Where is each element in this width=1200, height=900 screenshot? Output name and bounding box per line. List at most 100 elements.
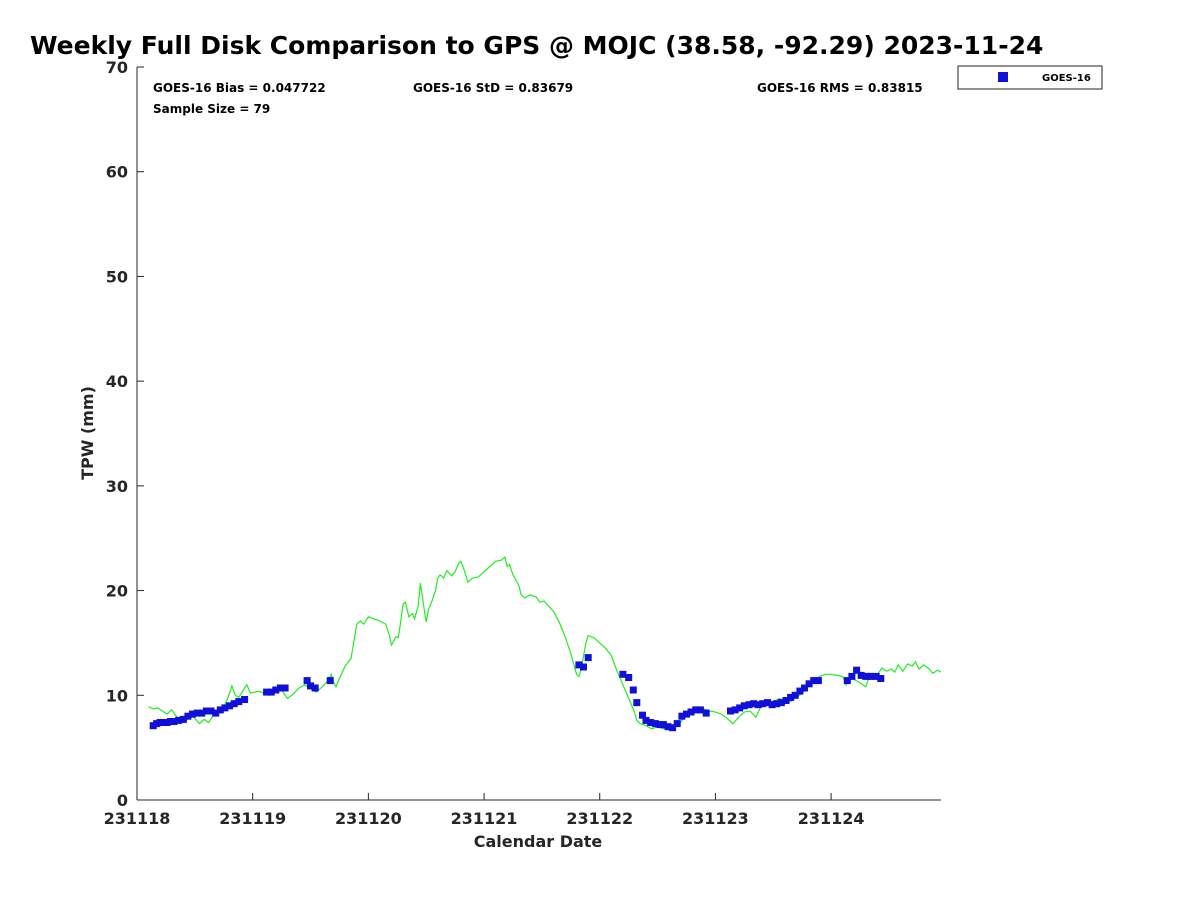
goes-point bbox=[625, 674, 633, 681]
y-tick-label: 30 bbox=[106, 477, 128, 496]
x-tick-label: 231124 bbox=[798, 809, 865, 828]
goes-point bbox=[276, 684, 284, 692]
goes-point bbox=[629, 686, 637, 694]
x-ticks: 231118 231119 231120 231121 231122 231123 2311… bbox=[104, 793, 865, 828]
goes-point bbox=[642, 716, 650, 724]
goes-point bbox=[303, 677, 311, 685]
x-tick-label: 231119 bbox=[219, 809, 286, 828]
goes-point bbox=[639, 711, 646, 719]
goes-point bbox=[745, 701, 753, 709]
goes-point bbox=[281, 684, 289, 692]
goes-point bbox=[619, 670, 627, 678]
goes-point bbox=[683, 710, 690, 718]
goes-point bbox=[692, 706, 700, 714]
goes-point bbox=[877, 675, 885, 682]
stat-bias: GOES-16 Bias = 0.047722 bbox=[153, 81, 326, 95]
stat-rms: GOES-16 RMS = 0.83815 bbox=[757, 81, 923, 95]
goes-point bbox=[678, 712, 686, 720]
goes-point bbox=[263, 688, 271, 696]
goes-point bbox=[696, 706, 704, 714]
chart-title: Weekly Full Disk Comparison to GPS @ MOJ… bbox=[30, 31, 1043, 60]
goes-point bbox=[810, 677, 818, 685]
goes-point bbox=[179, 715, 187, 723]
y-ticks: 0 10 20 30 40 50 60 70 bbox=[106, 58, 144, 810]
goes-point bbox=[575, 661, 583, 669]
goes-point bbox=[193, 709, 201, 717]
goes-point bbox=[727, 707, 734, 715]
goes-series bbox=[149, 654, 885, 732]
goes-point bbox=[754, 701, 762, 709]
goes-point bbox=[773, 700, 781, 708]
goes-point bbox=[216, 706, 224, 714]
goes-point bbox=[580, 663, 587, 671]
goes-point bbox=[687, 708, 695, 716]
goes-point bbox=[198, 709, 206, 717]
goes-point bbox=[862, 672, 870, 680]
goes-point bbox=[782, 697, 790, 704]
goes-point bbox=[731, 706, 739, 714]
x-axis-label: Calendar Date bbox=[474, 832, 603, 851]
legend-box bbox=[957, 65, 1103, 90]
goes-point bbox=[659, 721, 667, 729]
goes-point bbox=[184, 712, 192, 720]
goes-point bbox=[764, 699, 771, 707]
goes-point bbox=[170, 718, 178, 725]
goes-point bbox=[857, 671, 865, 679]
y-tick-label: 50 bbox=[106, 267, 128, 286]
goes-point bbox=[787, 693, 795, 701]
goes-point bbox=[669, 724, 677, 732]
goes-point bbox=[189, 710, 196, 718]
plot-area: 0 10 20 30 40 50 60 70 231118 231119 231120 231121… bbox=[104, 58, 942, 828]
goes-point bbox=[272, 686, 280, 694]
x-tick-label: 231118 bbox=[104, 809, 171, 828]
x-tick-label: 231123 bbox=[682, 809, 749, 828]
goes-point bbox=[326, 677, 334, 685]
goes-point bbox=[311, 684, 319, 692]
goes-point bbox=[805, 680, 813, 688]
goes-point bbox=[651, 720, 659, 728]
gps-line bbox=[148, 555, 942, 731]
y-tick-label: 0 bbox=[117, 791, 128, 810]
legend-marker bbox=[998, 72, 1008, 82]
y-tick-label: 10 bbox=[106, 686, 128, 705]
goes-point bbox=[633, 699, 641, 707]
goes-point bbox=[750, 700, 758, 708]
goes-point bbox=[212, 709, 220, 717]
stat-sample-size: Sample Size = 79 bbox=[153, 102, 270, 116]
goes-point bbox=[702, 709, 710, 717]
goes-point bbox=[267, 688, 275, 696]
goes-point bbox=[843, 677, 851, 685]
goes-point bbox=[226, 702, 233, 710]
goes-point bbox=[221, 704, 229, 712]
goes-point bbox=[740, 702, 748, 710]
goes-point bbox=[584, 654, 592, 662]
goes-point bbox=[207, 707, 215, 715]
goes-point bbox=[235, 698, 243, 706]
legend: GOES-16 bbox=[957, 65, 1103, 90]
goes-point bbox=[736, 704, 744, 712]
goes-point bbox=[801, 684, 808, 692]
x-tick-label: 231120 bbox=[335, 809, 402, 828]
goes-point bbox=[241, 696, 249, 703]
goes-point bbox=[777, 699, 785, 707]
goes-point bbox=[230, 700, 238, 708]
goes-point bbox=[796, 687, 804, 695]
gps-series bbox=[148, 555, 942, 731]
goes-point bbox=[673, 720, 681, 728]
y-tick-label: 20 bbox=[106, 582, 128, 601]
goes-point bbox=[647, 719, 655, 726]
legend-label: GOES-16 bbox=[1042, 73, 1091, 84]
y-tick-label: 40 bbox=[106, 372, 128, 391]
y-tick-label: 70 bbox=[106, 58, 128, 77]
goes-point bbox=[866, 672, 874, 680]
goes-point bbox=[814, 677, 822, 685]
goes-point bbox=[175, 716, 183, 724]
goes-point bbox=[664, 723, 672, 731]
goes-point bbox=[202, 707, 210, 715]
y-axis-label: TPW (mm) bbox=[78, 386, 97, 480]
goes-point bbox=[768, 701, 776, 709]
stat-std: GOES-16 StD = 0.83679 bbox=[413, 81, 573, 95]
goes-point bbox=[853, 666, 861, 674]
x-tick-label: 231121 bbox=[451, 809, 518, 828]
